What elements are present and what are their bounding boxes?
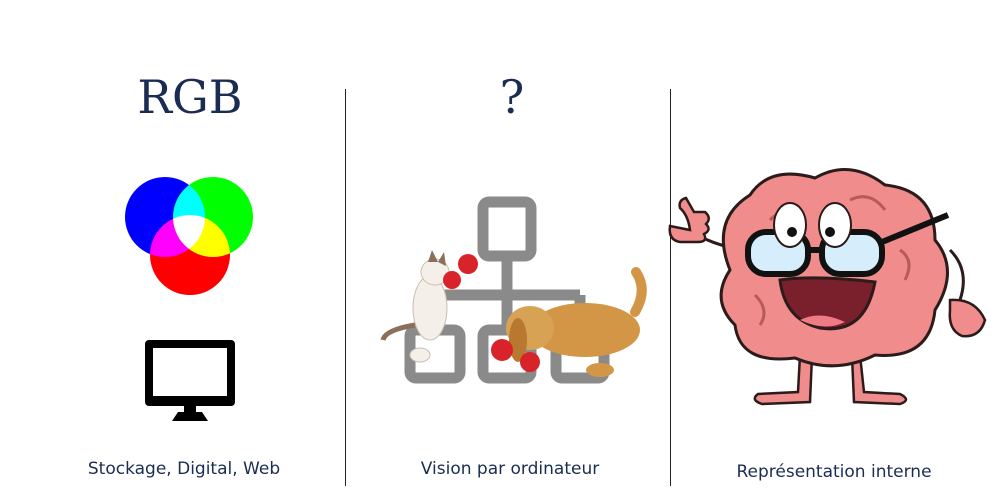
divider-left <box>345 89 346 486</box>
caption-representation: Représentation interne <box>736 462 932 482</box>
boxing-cat-icon <box>380 250 478 363</box>
brain-character-icon <box>668 168 987 406</box>
caption-storage: Stockage, Digital, Web <box>87 459 281 479</box>
divider-right <box>670 89 671 486</box>
question-title: ? <box>499 70 525 124</box>
boxing-dog-icon <box>491 267 647 377</box>
network-diagram-icon <box>380 196 647 384</box>
rgb-venn-icon <box>125 177 253 295</box>
caption-vision: Vision par ordinateur <box>420 459 600 479</box>
monitor-icon <box>145 340 235 421</box>
rgb-title: RGB <box>137 70 243 124</box>
